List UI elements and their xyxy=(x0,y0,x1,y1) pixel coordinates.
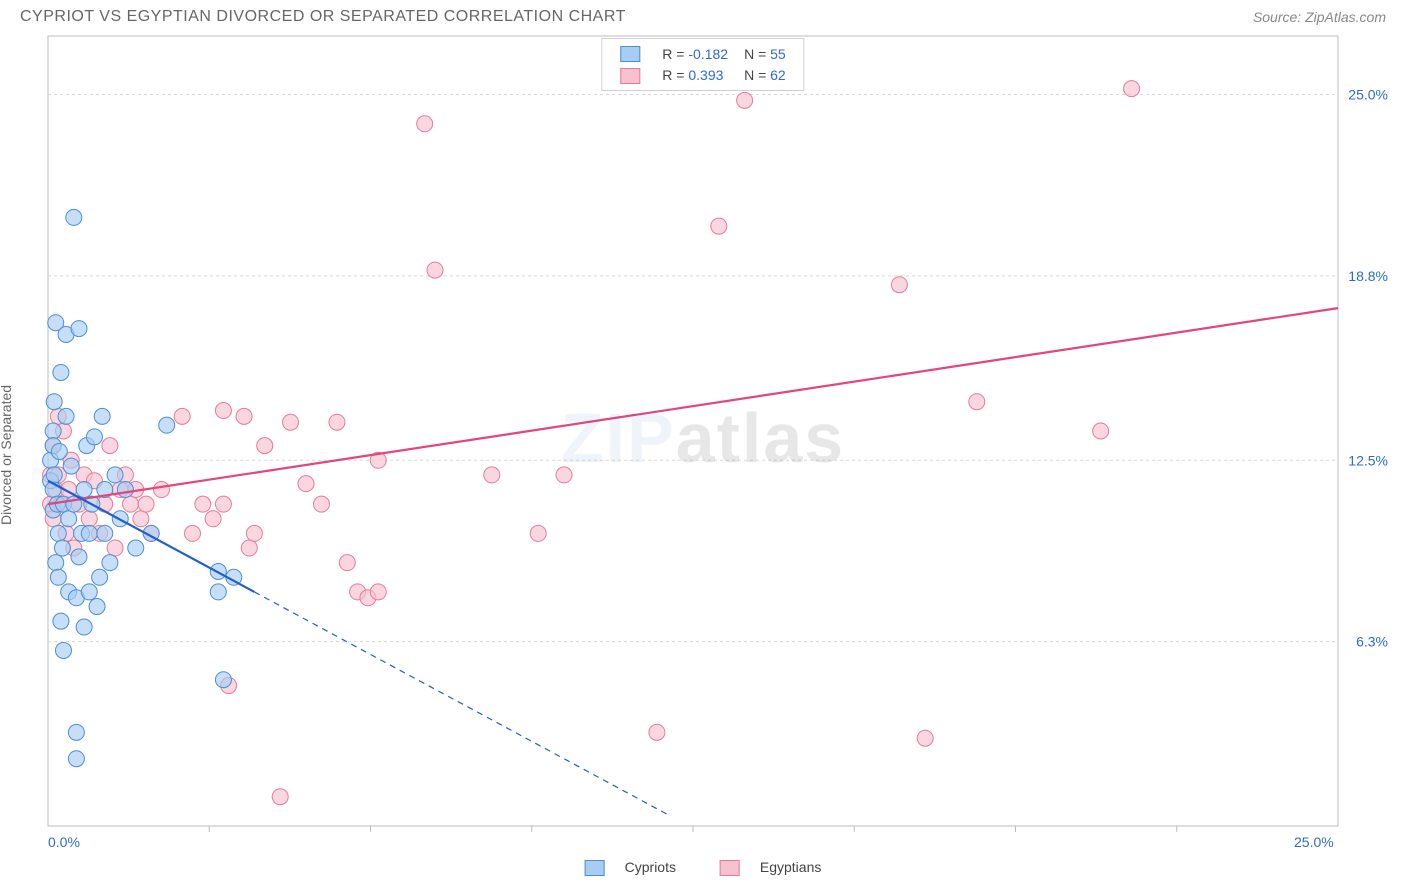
source-credit: Source: ZipAtlas.com xyxy=(1253,9,1386,25)
svg-text:12.5%: 12.5% xyxy=(1348,452,1388,468)
series-legend: Cypriots Egyptians xyxy=(565,859,842,876)
stats-legend: R = -0.182 N = 55 R = 0.393 N = 62 xyxy=(601,38,804,91)
y-axis-label: Divorced or Separated xyxy=(0,385,14,525)
x-axis-min: 0.0% xyxy=(48,834,80,850)
scatter-chart: 6.3% 12.5% 18.8% 25.0% xyxy=(0,30,1406,860)
chart-title: CYPRIOT VS EGYPTIAN DIVORCED OR SEPARATE… xyxy=(20,8,626,26)
x-axis-max: 25.0% xyxy=(1294,834,1334,850)
svg-text:6.3%: 6.3% xyxy=(1356,634,1388,650)
svg-text:25.0%: 25.0% xyxy=(1348,87,1388,103)
svg-text:18.8%: 18.8% xyxy=(1348,268,1388,284)
